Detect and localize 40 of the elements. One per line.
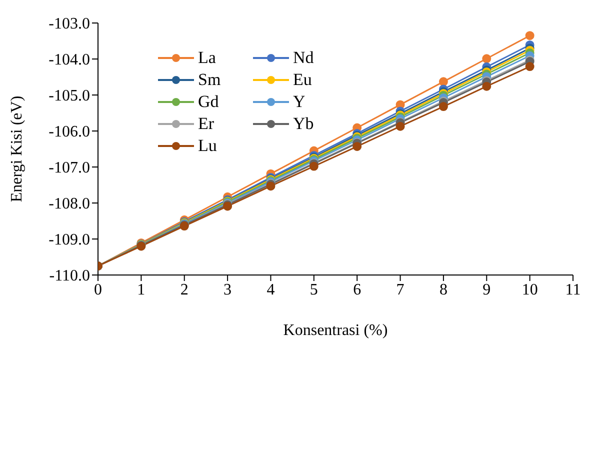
- x-tick-label: 4: [266, 281, 275, 298]
- y-tick-label: -105.0: [48, 88, 90, 105]
- legend-label: Er: [198, 114, 214, 134]
- legend-label: La: [198, 48, 216, 68]
- x-tick-label: 10: [522, 281, 538, 298]
- y-axis-title: Energi Kisi (eV): [8, 96, 26, 202]
- point: [309, 162, 318, 171]
- legend-label: Y: [293, 92, 306, 112]
- x-tick-label: 8: [439, 281, 448, 298]
- y-tick-label: -110.0: [49, 268, 90, 285]
- legend-label: Eu: [293, 70, 312, 90]
- x-tick-label: 11: [565, 281, 581, 298]
- y-tick-label: -104.0: [48, 52, 90, 69]
- legend-label: Gd: [198, 92, 219, 112]
- x-tick-label: 6: [353, 281, 362, 298]
- point: [352, 142, 362, 151]
- y-tick-label: -106.0: [48, 124, 90, 141]
- y-tick-label: -103.0: [48, 16, 90, 33]
- x-tick-label: 0: [94, 281, 102, 298]
- point: [396, 122, 405, 131]
- x-tick-label: 9: [482, 281, 491, 298]
- x-tick-label: 3: [224, 281, 232, 298]
- y-tick-label: -109.0: [48, 232, 90, 249]
- legend-label: Yb: [293, 114, 314, 134]
- point: [525, 62, 534, 72]
- point: [525, 31, 534, 40]
- point: [438, 77, 448, 86]
- point: [438, 102, 448, 112]
- x-axis-title: Konsentrasi (%): [283, 322, 388, 339]
- point: [482, 54, 492, 64]
- x-tick-label: 1: [137, 281, 146, 298]
- legend-label: Lu: [198, 136, 217, 156]
- x-tick-label: 2: [180, 281, 188, 298]
- y-tick-label: -108.0: [48, 196, 90, 213]
- legend-label: Nd: [293, 48, 314, 68]
- x-tick-label: 5: [310, 281, 318, 298]
- x-tick-label: 7: [396, 281, 404, 298]
- y-tick-label: -107.0: [48, 160, 90, 177]
- legend-label: Sm: [198, 70, 221, 90]
- point: [482, 82, 492, 91]
